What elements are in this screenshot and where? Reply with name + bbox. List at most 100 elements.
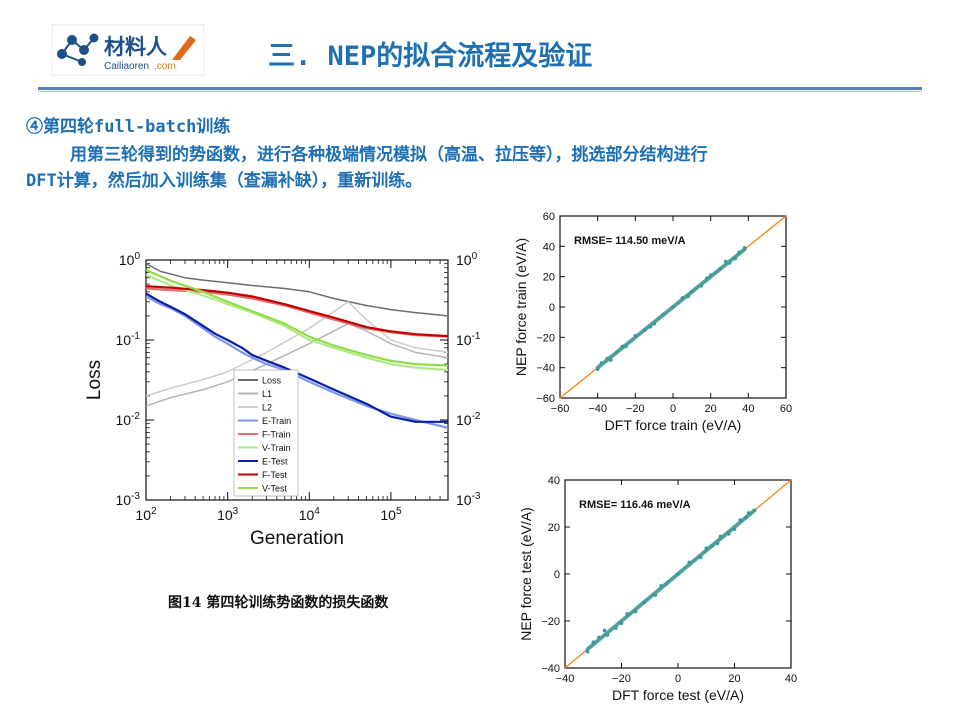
y-axis-label: NEP force train (eV/A) — [513, 238, 529, 376]
data-point — [614, 350, 619, 355]
y-tick-label-right: 10-1 — [456, 331, 481, 348]
x-tick-label: 20 — [728, 673, 740, 685]
y-tick-label: 0 — [554, 569, 560, 581]
data-point — [624, 344, 628, 349]
data-point — [752, 508, 757, 513]
y-tick-label: 20 — [543, 272, 555, 284]
y-axis-label: Loss — [84, 360, 105, 400]
parity-plot-test: −40−40 −20 −20 0 0 20 20 40 40 RMSE= 116.46 meV/A… — [518, 475, 797, 703]
x-tick-label: 60 — [780, 403, 792, 415]
loss-chart: 102 103 104 105 100 100 10-1 10-1 10-2 10-2 10-3 10… — [84, 251, 481, 549]
x-axis-label: DFT force test (eV/A) — [612, 687, 744, 703]
rmse-annotation: RMSE= 114.50 meV/A — [574, 235, 686, 247]
logo-swoosh-icon — [172, 36, 196, 60]
page-title: 三. NEP的拟合流程及验证 — [268, 41, 593, 72]
x-tick-label: 20 — [705, 403, 717, 415]
data-point — [727, 261, 732, 265]
parity-plot-train: −60−60 −40 −40 −20 −20 0 0 20 20 40 40 60 60 RMSE= 11… — [513, 211, 792, 433]
data-point — [733, 256, 737, 261]
x-tick-label: 40 — [742, 403, 754, 415]
y-tick-label-right: 10-2 — [456, 411, 481, 428]
logo-subtitle: Cailiaoren — [104, 61, 149, 72]
logo-subtitle-suffix: .com — [154, 61, 176, 72]
data-point — [652, 321, 656, 326]
x-tick-label: 40 — [785, 673, 797, 685]
figure-caption: 图14 第四轮训练势函数的损失函数 — [168, 595, 389, 611]
y-tick-label-left: 100 — [119, 251, 141, 268]
data-point — [718, 534, 723, 539]
x-tick-label: −20 — [626, 403, 645, 415]
data-point — [605, 633, 610, 637]
molecule-icon — [57, 33, 99, 66]
legend-label: V-Train — [262, 443, 291, 453]
x-tick-label: 104 — [299, 506, 321, 523]
data-point — [738, 518, 742, 522]
y-tick-label-right: 100 — [456, 251, 478, 268]
y-tick-label: 0 — [549, 302, 555, 314]
data-point — [625, 612, 629, 616]
series-line-e-test — [146, 292, 448, 423]
x-tick-label: −40 — [588, 403, 607, 415]
data-point — [699, 284, 704, 288]
data-point — [648, 324, 653, 329]
y-tick-label: 40 — [543, 241, 555, 253]
x-tick-label: −20 — [612, 673, 631, 685]
data-point — [620, 344, 624, 349]
data-point — [727, 532, 731, 536]
data-point — [614, 626, 618, 630]
logo-name: 材料人 — [104, 35, 167, 59]
data-point — [643, 328, 647, 332]
data-point — [737, 250, 741, 255]
data-point — [690, 290, 694, 294]
legend-label: L1 — [262, 389, 272, 399]
y-tick-label: −20 — [536, 332, 555, 344]
data-point — [732, 527, 737, 532]
y-tick-label: −40 — [541, 663, 560, 675]
data-point — [661, 312, 666, 317]
x-tick-label: 102 — [135, 506, 157, 523]
data-point — [591, 640, 596, 644]
x-tick-label: −40 — [556, 673, 575, 685]
y-tick-label: 40 — [548, 475, 560, 487]
y-tick-label: 20 — [548, 522, 560, 534]
data-point — [595, 367, 600, 371]
series-line-loss — [146, 263, 448, 317]
data-point — [676, 572, 680, 576]
data-point — [597, 635, 601, 640]
data-point — [742, 246, 747, 250]
x-tick-label: 105 — [380, 506, 402, 523]
series-line-l1 — [146, 322, 448, 407]
y-tick-label-left: 10-3 — [116, 491, 141, 508]
header-divider — [38, 87, 922, 90]
x-tick-label: −60 — [551, 403, 570, 415]
legend-label: E-Test — [262, 457, 288, 467]
data-point — [680, 296, 685, 300]
y-tick-label: −40 — [536, 363, 555, 375]
y-axis-label: NEP force test (eV/A) — [518, 507, 534, 641]
x-tick-label: 103 — [217, 506, 239, 523]
y-tick-label: −60 — [536, 393, 555, 405]
data-point — [671, 305, 675, 309]
paragraph-line-2: DFT计算，然后加入训练集（查漏补缺），重新训练。 — [26, 171, 423, 191]
data-point — [633, 609, 638, 614]
logo: 材料人 Cailiaoren .com — [51, 23, 205, 77]
data-point — [585, 649, 590, 654]
data-point — [698, 555, 703, 560]
data-point — [605, 356, 609, 361]
data-point — [687, 560, 692, 565]
series-line-v-train — [146, 273, 448, 372]
data-point — [659, 584, 663, 588]
data-point — [718, 267, 722, 271]
x-tick-label: 0 — [675, 673, 681, 685]
data-point — [642, 600, 646, 604]
y-tick-label-left: 10-2 — [116, 411, 141, 428]
data-point — [708, 273, 713, 277]
data-point — [705, 276, 709, 280]
point-band — [585, 508, 757, 652]
data-point — [686, 294, 690, 299]
paragraph-line-1: 用第三轮得到的势函数，进行各种极端情况模拟（高温、拉压等），挑选部分结构进行 — [70, 145, 708, 165]
data-point — [704, 546, 709, 550]
section-heading: ④第四轮full-batch训练 — [26, 117, 231, 137]
x-axis-label: DFT force train (eV/A) — [605, 417, 742, 433]
y-tick-label-right: 10-3 — [456, 491, 481, 508]
